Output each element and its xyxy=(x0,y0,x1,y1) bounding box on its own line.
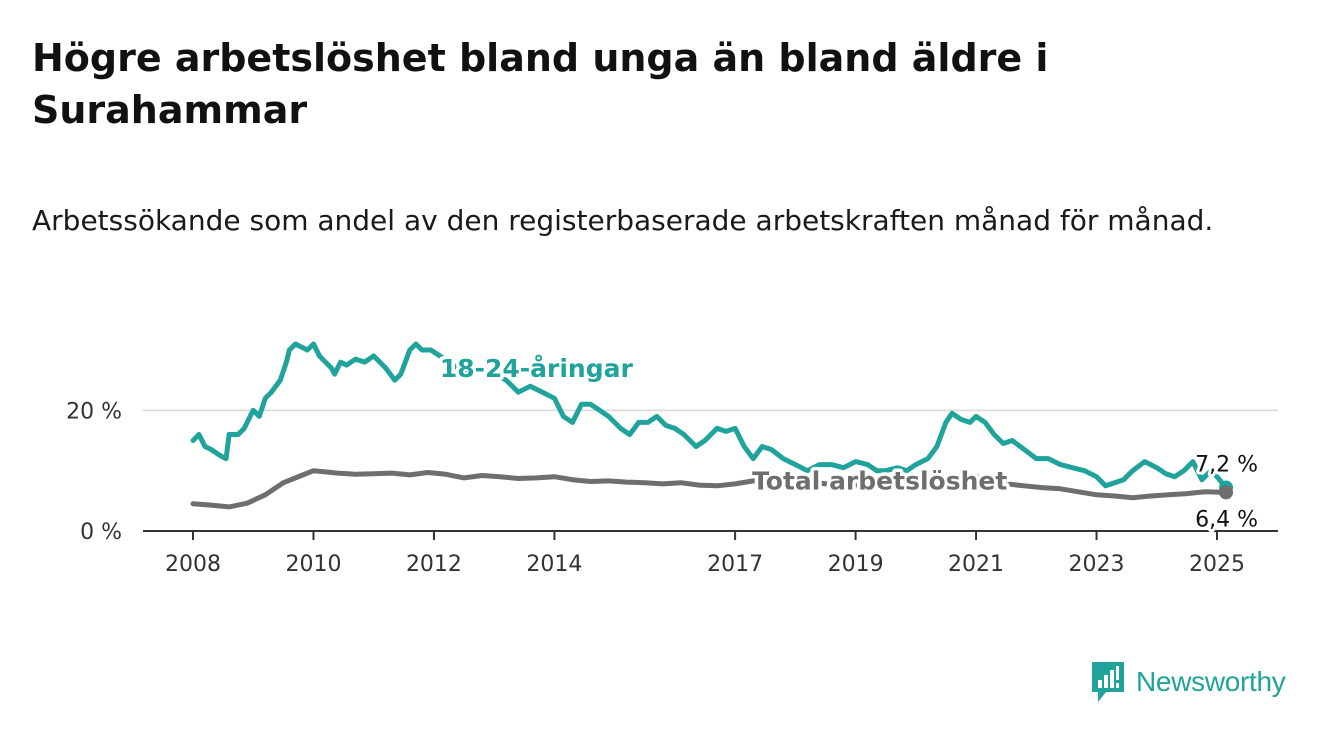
x-axis: 2008 2010 2012 2014 2017 2019 2021 2023 2025 xyxy=(143,530,1278,577)
x-tick-label: 2023 xyxy=(1069,552,1125,577)
x-tick-label: 2021 xyxy=(948,552,1004,577)
x-tick-label: 2008 xyxy=(165,552,221,577)
brand-logo: Newsworthy xyxy=(1090,660,1286,704)
series-annotation-label: Total arbetslöshet xyxy=(752,466,1007,495)
brand-name: Newsworthy xyxy=(1136,666,1286,697)
y-tick-label: 20 % xyxy=(66,399,122,424)
series-line-total xyxy=(190,468,1229,510)
series-end-label: 6,4 % xyxy=(1195,507,1258,532)
series-end-point xyxy=(1219,485,1234,500)
chart-series xyxy=(190,341,1234,510)
x-tick-label: 2014 xyxy=(526,552,582,577)
x-tick-label: 2019 xyxy=(828,552,884,577)
x-tick-label: 2025 xyxy=(1189,552,1245,577)
chart-labels: 7,2 % 6,4 % 18-24-åringar Total arbetslöshe… xyxy=(436,351,1261,536)
newsworthy-logo-icon xyxy=(1092,662,1124,702)
chart-title: Högre arbetslöshet bland unga än bland ä… xyxy=(32,36,1049,132)
series-line-youth xyxy=(190,341,1229,491)
series-end-label: 7,2 % xyxy=(1195,453,1258,478)
y-axis: 0 % 20 % xyxy=(66,399,122,545)
series-annotation-label: 18-24-åringar xyxy=(440,354,634,383)
x-tick-label: 2017 xyxy=(707,552,763,577)
x-tick-label: 2010 xyxy=(285,552,341,577)
x-tick-label: 2012 xyxy=(406,552,462,577)
chart-subtitle: Arbetssökande som andel av den registerb… xyxy=(32,204,1214,237)
y-tick-label: 0 % xyxy=(80,520,122,545)
line-chart: 0 % 20 % 2008 2010 2012 2014 2017 2019 2021 2023… xyxy=(66,341,1278,577)
